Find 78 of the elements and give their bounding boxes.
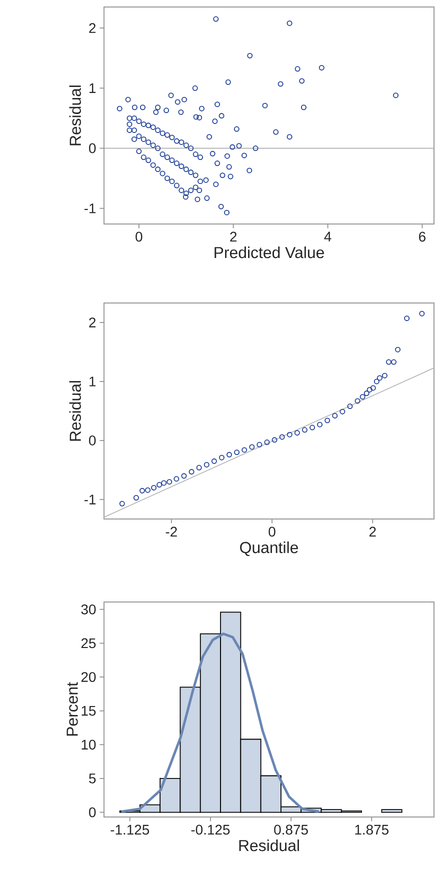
x-axis-title: Residual (239, 840, 299, 852)
point (374, 378, 380, 384)
x-tick-label: 0 (136, 232, 142, 242)
point (286, 432, 292, 438)
y-axis-title: Residual (69, 86, 81, 146)
y-axis-title: Percent (66, 682, 78, 736)
point (302, 427, 308, 433)
point (249, 444, 255, 450)
x-tick-label: 6 (419, 232, 426, 242)
point (139, 488, 145, 494)
y-tick-label: 2 (89, 318, 96, 328)
point (196, 464, 202, 470)
y-tick-label: 20 (81, 672, 96, 682)
y-tick-label: 1 (90, 83, 96, 93)
point (234, 450, 240, 456)
point (119, 500, 125, 506)
point (317, 422, 323, 428)
point (181, 473, 187, 479)
point (256, 442, 262, 448)
point (382, 372, 388, 378)
point (340, 408, 346, 414)
point (242, 447, 248, 453)
y-tick-label: 30 (81, 604, 96, 614)
y-tick-label: 0 (89, 143, 96, 154)
point (395, 346, 401, 352)
y-tick-label: 5 (89, 774, 96, 784)
point (218, 454, 224, 460)
x-tick-label: 0 (268, 526, 276, 537)
point (204, 462, 210, 468)
point (166, 479, 172, 485)
x-tick-label: 1.875 (355, 824, 388, 835)
point (370, 385, 376, 391)
point (347, 404, 353, 410)
point (133, 495, 139, 500)
point (386, 359, 392, 365)
point (272, 437, 278, 443)
point (354, 398, 360, 404)
point (264, 440, 270, 446)
y-tick-label: 0 (89, 807, 96, 818)
x-tick-label: 4 (324, 232, 332, 242)
x-tick-label: -2 (166, 526, 177, 537)
x-tick-label: -0.125 (191, 824, 230, 835)
y-tick-label: -1 (84, 494, 96, 504)
point (151, 484, 157, 490)
x-tick-label: -1.125 (110, 824, 150, 835)
y-tick-label: 2 (89, 23, 96, 33)
point (364, 390, 370, 396)
point (279, 434, 285, 440)
point (419, 310, 425, 316)
y-axis-title: Residual (69, 381, 81, 441)
y-tick-label: 1 (90, 376, 96, 386)
x-tick-label: 2 (230, 232, 237, 242)
y-tick-label: 15 (82, 706, 96, 716)
point (366, 387, 372, 392)
point (360, 394, 366, 400)
x-tick-label: 2 (369, 526, 376, 537)
y-tick-label: 0 (89, 436, 96, 446)
line-series (120, 632, 320, 813)
y-tick-label: 10 (82, 740, 96, 750)
point (324, 418, 330, 424)
point (156, 482, 162, 488)
point (211, 458, 217, 464)
point (161, 480, 167, 486)
point (294, 430, 300, 436)
x-axis-title: Quantile (240, 541, 298, 556)
point (174, 476, 180, 482)
y-tick-label: 25 (81, 638, 96, 648)
point (404, 316, 410, 322)
y-tick-label: -1 (84, 204, 96, 214)
point (226, 452, 232, 458)
point (188, 469, 194, 475)
point (310, 424, 316, 430)
point (332, 412, 338, 418)
point (145, 487, 151, 493)
x-tick-label: 0.875 (274, 824, 308, 835)
x-axis-title: Predicted Value (214, 246, 324, 258)
point (391, 359, 396, 365)
point (376, 375, 382, 381)
